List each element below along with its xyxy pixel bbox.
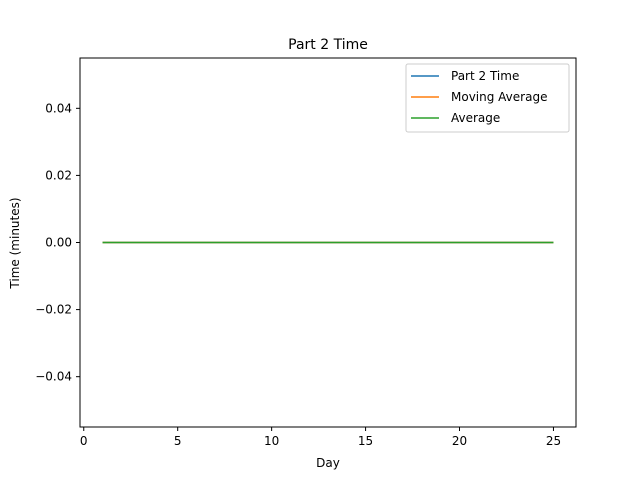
chart-title: Part 2 Time (288, 37, 368, 53)
legend: Part 2 Time Moving Average Average (405, 63, 570, 133)
legend-label-average: Average (451, 111, 500, 125)
y-tick-label: 0.04 (45, 101, 72, 115)
y-axis-label: Time (minutes) (8, 197, 22, 289)
y-axis-ticks: −0.04 −0.02 0.00 0.02 0.04 (35, 101, 80, 384)
legend-label-part-2-time: Part 2 Time (451, 69, 519, 83)
x-tick-label: 20 (452, 434, 467, 448)
x-tick-label: 15 (358, 434, 373, 448)
y-tick-label: 0.02 (45, 168, 72, 182)
legend-label-moving-average: Moving Average (451, 90, 547, 104)
x-axis-ticks: 0 5 10 15 20 25 (80, 427, 561, 448)
x-tick-label: 25 (546, 434, 561, 448)
y-tick-label: −0.02 (35, 303, 72, 317)
x-tick-label: 5 (174, 434, 182, 448)
x-tick-label: 0 (80, 434, 88, 448)
legend-items: Part 2 Time Moving Average Average (411, 69, 547, 125)
y-tick-label: −0.04 (35, 370, 72, 384)
x-tick-label: 10 (264, 434, 279, 448)
y-tick-label: 0.00 (45, 236, 72, 250)
x-axis-label: Day (316, 456, 340, 470)
legend-box (405, 63, 570, 133)
